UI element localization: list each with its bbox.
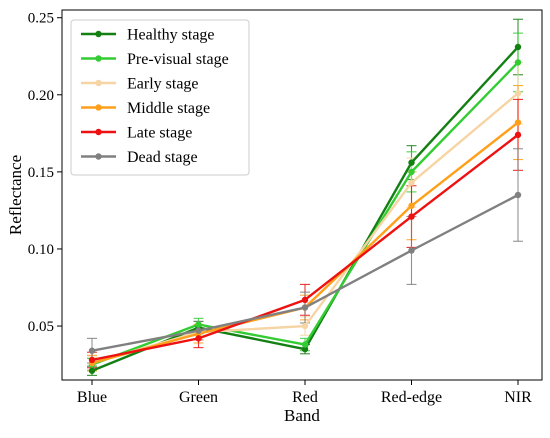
legend-label: Pre-visual stage <box>127 51 229 68</box>
data-point <box>514 119 522 126</box>
y-tick-label: 0.25 <box>28 11 54 27</box>
legend-label: Late stage <box>127 125 192 142</box>
data-point <box>88 367 96 374</box>
data-point <box>88 347 96 354</box>
legend-marker <box>95 104 102 111</box>
legend-item: Middle stage <box>81 100 210 117</box>
y-tick-label: 0.10 <box>28 242 54 258</box>
data-point <box>514 90 522 97</box>
x-axis: Blue Green Red Red-edge NIR <box>77 380 532 406</box>
x-tick-label: Green <box>179 389 218 406</box>
data-point <box>408 247 415 254</box>
x-tick-label: Blue <box>77 389 107 406</box>
data-point <box>514 191 522 199</box>
data-point <box>514 131 522 139</box>
legend-marker <box>95 79 102 87</box>
data-point <box>301 345 309 353</box>
legend-label: Middle stage <box>127 100 210 117</box>
data-points <box>88 43 522 374</box>
x-tick-label: NIR <box>504 389 532 406</box>
legend-marker <box>95 153 102 160</box>
data-point <box>195 321 202 328</box>
data-point <box>408 179 415 186</box>
data-point <box>408 168 415 176</box>
legend-label: Dead stage <box>127 149 198 166</box>
y-axis: 0.05 0.10 0.15 0.20 0.25 <box>28 11 62 335</box>
legend-item: Healthy stage <box>81 27 215 44</box>
legend-item: Late stage <box>81 125 192 142</box>
x-tick-label: Red <box>292 389 318 406</box>
legend-item: Dead stage <box>81 149 198 166</box>
legend-marker <box>95 55 102 62</box>
y-axis-label: Reflectance <box>6 155 25 235</box>
data-point <box>88 356 96 364</box>
legend-label: Healthy stage <box>127 27 215 44</box>
x-axis-label: Band <box>284 406 320 425</box>
data-point <box>301 304 309 311</box>
data-point <box>195 335 202 342</box>
legend-item: Pre-visual stage <box>81 51 229 68</box>
legend-marker <box>95 128 102 136</box>
y-tick-label: 0.15 <box>28 165 54 181</box>
legend-item: Early stage <box>81 76 199 93</box>
data-point <box>301 341 309 348</box>
legend: Healthy stage Pre-visual stage Early stage… <box>70 19 250 176</box>
data-point <box>408 202 415 209</box>
data-point <box>301 322 309 330</box>
x-tick-label: Red-edge <box>381 389 442 406</box>
y-tick-label: 0.05 <box>28 319 54 335</box>
plot-area-frame <box>61 9 543 381</box>
data-point <box>514 43 522 51</box>
y-tick-label: 0.20 <box>28 88 54 104</box>
legend-label: Early stage <box>127 76 199 93</box>
legend-marker <box>95 30 102 38</box>
data-point <box>408 159 415 166</box>
data-point <box>514 59 522 66</box>
data-point <box>301 296 309 304</box>
data-point <box>408 213 415 220</box>
data-point <box>195 327 202 334</box>
